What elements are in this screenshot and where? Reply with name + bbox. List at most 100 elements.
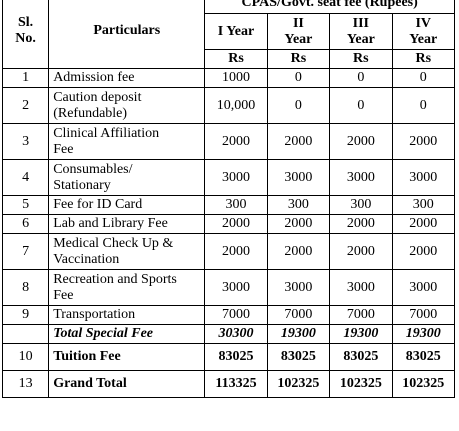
grand-total-value: 102325 (329, 370, 393, 398)
unit-4: Rs (391, 49, 456, 69)
table-row: 9 Transportation 7000 7000 7000 7000 (1, 305, 456, 325)
particulars-line-1: Consumables/ (53, 161, 133, 177)
no-label: No. (15, 30, 36, 46)
particulars-line-1: Transportation (53, 307, 136, 322)
value-cell: 0 (391, 68, 456, 88)
value-cell: 7000 (204, 305, 268, 325)
sl-cell: 9 (1, 305, 50, 325)
value-cell: 2000 (204, 214, 268, 234)
tuition-value: 83025 (266, 343, 331, 371)
value-cell: 3000 (266, 269, 331, 306)
value-cell: 3000 (204, 269, 268, 306)
value-cell: 7000 (391, 305, 456, 325)
year-4-word: Year (409, 31, 438, 47)
value-cell: 0 (266, 87, 331, 124)
sl-cell: 4 (1, 159, 50, 196)
year-3-num: III (352, 15, 369, 31)
particulars-cell: Lab and Library Fee (48, 214, 206, 234)
sl-cell: 7 (1, 233, 50, 270)
particulars-cell: Clinical Affiliation Fee (48, 123, 206, 160)
particulars-line-1: Caution deposit (53, 89, 142, 105)
particulars-line-2: (Refundable) (53, 105, 128, 121)
special-total-value: 19300 (391, 324, 456, 344)
value-cell: 0 (391, 87, 456, 124)
tuition-value: 83025 (329, 343, 393, 371)
value-cell: 2000 (329, 233, 393, 270)
particulars-cell: Transportation (48, 305, 206, 325)
table-row: 3 Clinical Affiliation Fee 2000 2000 2000 2000 (1, 123, 456, 160)
value-cell: 3000 (329, 159, 393, 196)
value-cell: 2000 (266, 123, 331, 160)
value-cell: 2000 (391, 123, 456, 160)
tuition-value: 83025 (204, 343, 268, 371)
table-row: 2 Caution deposit (Refundable) 10,000 0 0 0 (1, 87, 456, 124)
year-1-word: Year (226, 23, 255, 39)
value-cell: 7000 (329, 305, 393, 325)
value-cell: 3000 (329, 269, 393, 306)
value-cell: 2000 (266, 233, 331, 270)
sl-cell: 8 (1, 269, 50, 306)
particulars-line-2: Vaccination (53, 251, 120, 267)
unit-3: Rs (329, 49, 393, 69)
special-total-label: Total Special Fee (48, 324, 206, 344)
sl-cell-empty (1, 324, 50, 344)
tuition-value: 83025 (391, 343, 456, 371)
particulars-header: Particulars (48, 0, 206, 69)
year-3-header: III Year (329, 13, 393, 50)
year-1-header: I Year (204, 13, 268, 50)
sl-cell: 10 (1, 343, 50, 371)
sl-cell: 5 (1, 195, 50, 215)
table-row: 7 Medical Check Up & Vaccination 2000 2000 20… (1, 233, 456, 270)
value-cell: 2000 (204, 123, 268, 160)
year-4-header: IV Year (391, 13, 456, 50)
value-cell: 2000 (266, 214, 331, 234)
particulars-cell: Recreation and Sports Fee (48, 269, 206, 306)
sl-no-header: Sl. No. (1, 0, 50, 69)
value-cell: 300 (329, 195, 393, 215)
grand-total-value: 113325 (204, 370, 268, 398)
value-cell: 3000 (204, 159, 268, 196)
year-3-word: Year (346, 31, 375, 47)
particulars-line-1: Recreation and Sports (53, 271, 177, 287)
particulars-cell: Admission fee (48, 68, 206, 88)
table-row: 6 Lab and Library Fee 2000 2000 2000 2000 (1, 214, 456, 234)
unit-1: Rs (204, 49, 268, 69)
grand-total-label: Grand Total (48, 370, 206, 398)
fee-table: Sl. No. Particulars CPAS/Govt. seat fee … (1, 0, 456, 398)
tuition-label: Tuition Fee (48, 343, 206, 371)
sl-cell: 6 (1, 214, 50, 234)
grand-total-value: 102325 (391, 370, 456, 398)
particulars-line-1: Lab and Library Fee (53, 216, 168, 231)
value-cell: 0 (329, 87, 393, 124)
year-2-num: II (292, 15, 304, 31)
grand-total-row: 13 Grand Total 113325 102325 102325 102325 (1, 370, 456, 398)
value-cell: 300 (391, 195, 456, 215)
value-cell: 2000 (391, 233, 456, 270)
year-2-word: Year (284, 31, 313, 47)
value-cell: 3000 (266, 159, 331, 196)
tuition-row: 10 Tuition Fee 83025 83025 83025 83025 (1, 343, 456, 371)
sl-label: Sl. (18, 14, 34, 30)
value-cell: 2000 (204, 233, 268, 270)
particulars-cell: Fee for ID Card (48, 195, 206, 215)
year-4-num: IV (415, 15, 432, 31)
table-row: 5 Fee for ID Card 300 300 300 300 (1, 195, 456, 215)
value-cell: 2000 (391, 214, 456, 234)
particulars-line-2: Fee (53, 141, 74, 157)
particulars-line-1: Fee for ID Card (53, 197, 143, 212)
value-cell: 3000 (391, 159, 456, 196)
value-cell: 2000 (329, 123, 393, 160)
grand-total-value: 102325 (266, 370, 331, 398)
sl-cell: 2 (1, 87, 50, 124)
value-cell: 7000 (266, 305, 331, 325)
table-row: 1 Admission fee 1000 0 0 0 (1, 68, 456, 88)
unit-2: Rs (266, 49, 331, 69)
particulars-line-1: Medical Check Up & (53, 235, 174, 251)
fee-group-header: CPAS/Govt. seat fee (Rupees) (204, 0, 455, 14)
year-2-header: II Year (266, 13, 331, 50)
table-row: 4 Consumables/Stationary 3000 3000 3000 3000 (1, 159, 456, 196)
special-total-value: 19300 (266, 324, 331, 344)
special-total-value: 30300 (204, 324, 268, 344)
value-cell: 300 (266, 195, 331, 215)
special-total-row: Total Special Fee 30300 19300 19300 19300 (1, 324, 456, 344)
